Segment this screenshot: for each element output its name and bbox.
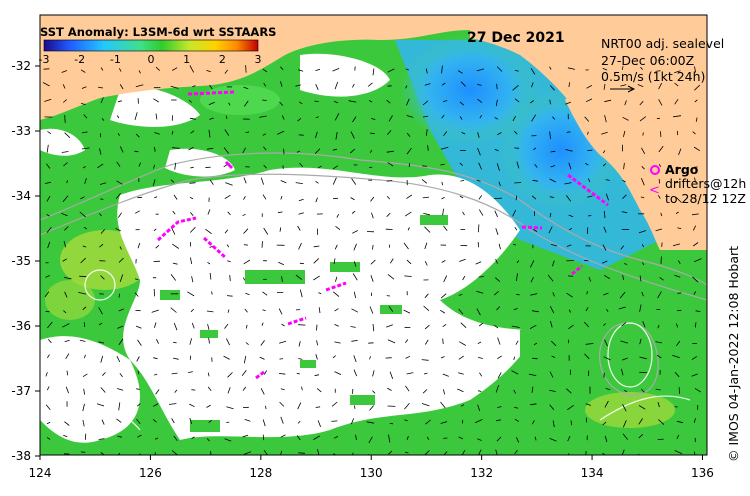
svg-text:drifters@12h: drifters@12h [665, 176, 746, 191]
svg-text:to 28/12 12Z: to 28/12 12Z [665, 191, 746, 206]
land-mass [40, 15, 707, 250]
y-tick-label: -38 [11, 449, 31, 463]
map-date: 27 Dec 2021 [467, 30, 565, 46]
argo-legend: Argo < drifters@12h to 28/12 12Z [649, 162, 746, 206]
colorbar-tick-label: 1 [183, 53, 190, 66]
y-tick-label: -35 [11, 254, 31, 268]
svg-text:0.5m/s (1kt 24h): 0.5m/s (1kt 24h) [601, 69, 705, 84]
y-axis: -32 -33 -34 -35 -36 -37 -38 [11, 59, 40, 463]
argo-marker-icon [650, 165, 660, 175]
credit-text: © IMOS 04-Jan-2022 12:08 Hobart [726, 246, 741, 462]
svg-text:27-Dec 06:00Z: 27-Dec 06:00Z [601, 53, 694, 68]
y-tick-label: -36 [11, 319, 31, 333]
colorbar-tick-label: 3 [255, 53, 262, 66]
x-tick-label: 130 [360, 466, 383, 480]
y-tick-label: -33 [11, 124, 31, 138]
y-tick-label: -32 [11, 59, 31, 73]
map-title: SST Anomaly: L3SM-6d wrt SSTAARS [40, 25, 276, 39]
current-vectors [42, 65, 702, 455]
map-plot-area [40, 15, 707, 455]
colorbar-tick-label: -1 [110, 53, 121, 66]
x-tick-label: 134 [581, 466, 604, 480]
drifter-tracks [156, 90, 609, 380]
x-tick-label: 136 [691, 466, 714, 480]
x-axis: 124 126 128 130 132 134 136 [29, 455, 714, 480]
colorbar: -3 -2 -1 0 1 2 3 [39, 39, 262, 66]
colorbar-tick-label: -3 [39, 53, 50, 66]
x-tick-label: 132 [470, 466, 493, 480]
current-legend: NRT00 adj. sealevel 27-Dec 06:00Z 0.5m/s… [601, 36, 724, 93]
x-tick-label: 128 [249, 466, 272, 480]
y-tick-label: -37 [11, 384, 31, 398]
drifter-marker-icon: < [649, 183, 660, 198]
y-tick-label: -34 [11, 189, 31, 203]
colorbar-tick-label: 2 [219, 53, 226, 66]
colorbar-tick-label: -2 [74, 53, 85, 66]
svg-text:NRT00 adj. sealevel: NRT00 adj. sealevel [601, 36, 724, 51]
colorbar-tick-label: 0 [148, 53, 155, 66]
x-tick-label: 124 [29, 466, 52, 480]
no-data-region [117, 167, 541, 441]
x-tick-label: 126 [139, 466, 162, 480]
svg-text:Argo: Argo [665, 162, 699, 177]
